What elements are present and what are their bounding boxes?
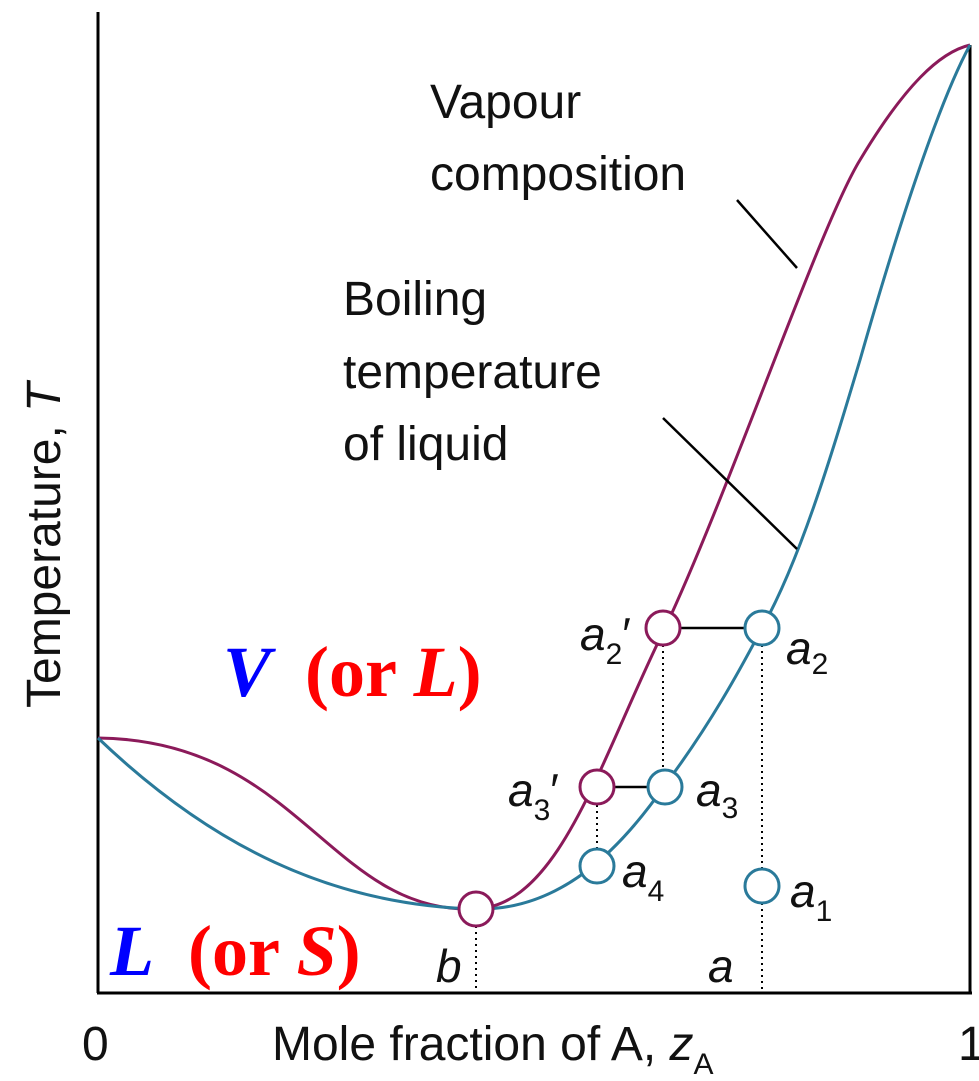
vapour-label-line1: Vapour (430, 76, 581, 129)
vapour-composition-curve (97, 43, 971, 911)
point-a2-prime-marker (644, 609, 682, 647)
y-axis-label: Temperature, T (18, 379, 71, 708)
x-tick-min: 0 (82, 1018, 109, 1071)
point-a2-marker (743, 609, 781, 647)
x-axis-label: Mole fraction of A, zA (272, 1018, 714, 1081)
label-b: b (436, 940, 462, 992)
vapour-label-leader (736, 199, 798, 269)
liquid-label-line2: temperature (343, 346, 602, 399)
label-a: a (708, 940, 734, 992)
point-a3-prime-marker (578, 768, 616, 806)
label-a3-prime: a3′ (508, 764, 559, 827)
liquid-label-line1: Boiling (343, 273, 487, 326)
liquid-label-leader (662, 417, 798, 550)
point-b-marker (457, 890, 495, 928)
label-a3: a3 (696, 764, 738, 825)
label-a4: a4 (622, 845, 664, 908)
liquid-label-line3: of liquid (343, 418, 508, 471)
vapour-label-line2: composition (430, 148, 686, 201)
boiling-temperature-curve (96, 44, 972, 911)
label-a2: a2 (786, 622, 828, 681)
region-label-upper: V (or L) (223, 632, 482, 712)
x-tick-max: 1 (958, 1018, 979, 1071)
label-a2-prime: a2′ (580, 608, 631, 671)
region-label-lower: L (or S) (109, 911, 361, 991)
point-a3-marker (646, 768, 684, 806)
label-a1: a1 (790, 865, 832, 928)
point-a1-marker (743, 867, 781, 905)
point-a4-marker (578, 847, 616, 885)
